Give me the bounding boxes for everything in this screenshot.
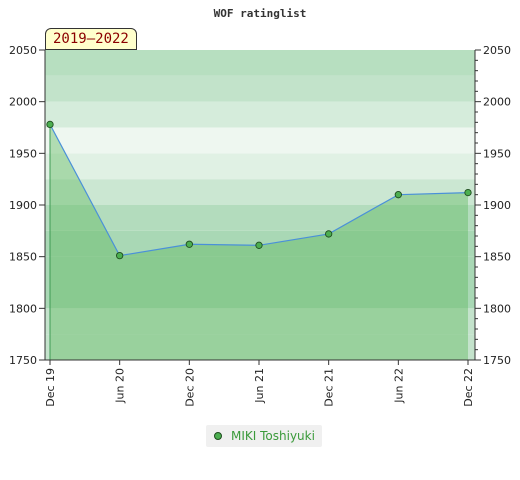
band-1750 bbox=[45, 334, 475, 360]
y-tick-label-left: 1950 bbox=[9, 147, 37, 160]
chart-title: WOF ratinglist bbox=[214, 7, 307, 20]
band-1925 bbox=[45, 153, 475, 180]
band-1775 bbox=[45, 308, 475, 335]
x-tick-label: Jun 20 bbox=[114, 368, 127, 404]
y-tick-label-right: 2000 bbox=[483, 96, 511, 109]
period-label: 2019–2022 bbox=[45, 28, 137, 50]
band-1950 bbox=[45, 127, 475, 154]
series-points bbox=[46, 120, 472, 260]
x-ticks: Dec 19 Jun 20 Dec 20 Jun 21 Dec 21 Jun 22 Dec … bbox=[44, 368, 475, 407]
y-tick-label-left: 1850 bbox=[9, 251, 37, 264]
band-1800 bbox=[45, 282, 475, 309]
point-Jun-21[interactable] bbox=[255, 241, 263, 249]
point-Dec-22[interactable] bbox=[464, 188, 472, 197]
x-tick-label: Dec 21 bbox=[323, 368, 336, 407]
axes bbox=[39, 49, 481, 365]
x-tick-label: Dec 19 bbox=[44, 368, 57, 407]
y-tick-label-right: 1750 bbox=[483, 354, 511, 367]
point-Dec-20[interactable] bbox=[185, 240, 193, 248]
band-2025 bbox=[45, 50, 475, 76]
legend-marker-icon bbox=[214, 432, 222, 440]
band-1975 bbox=[45, 101, 475, 128]
legend[interactable]: MIKI Toshiyuki bbox=[206, 425, 322, 447]
series-area bbox=[50, 124, 468, 361]
band-2000 bbox=[45, 75, 475, 102]
y-tick-label-right: 1900 bbox=[483, 199, 511, 212]
y-tick-label-right: 2050 bbox=[483, 44, 511, 57]
y-tick-label-left: 1750 bbox=[9, 354, 37, 367]
x-tick-label: Dec 22 bbox=[462, 368, 475, 407]
legend-label: MIKI Toshiyuki bbox=[231, 429, 315, 443]
y-tick-label-left: 2050 bbox=[9, 44, 37, 57]
band-1825 bbox=[45, 256, 475, 283]
x-tick-label: Dec 20 bbox=[183, 368, 196, 407]
y-tick-label-left: 1900 bbox=[9, 199, 37, 212]
point-Jun-20[interactable] bbox=[116, 251, 124, 260]
y-tick-label-right: 1850 bbox=[483, 251, 511, 264]
band-1875 bbox=[45, 205, 475, 231]
y-ticks-left: 1750 1800 1850 1900 1950 2000 2050 bbox=[9, 44, 37, 367]
y-tick-label-left: 1800 bbox=[9, 302, 37, 315]
point-Dec-19[interactable] bbox=[46, 120, 54, 129]
point-Jun-22[interactable] bbox=[394, 191, 402, 199]
y-tick-label-right: 1800 bbox=[483, 302, 511, 315]
y-ticks-right: 1750 1800 1850 1900 1950 2000 2050 bbox=[483, 44, 511, 367]
band-1900 bbox=[45, 179, 475, 205]
x-tick-label: Jun 22 bbox=[392, 368, 405, 404]
point-Dec-21[interactable] bbox=[325, 230, 333, 238]
x-tick-label: Jun 21 bbox=[253, 368, 266, 404]
y-tick-label-right: 1950 bbox=[483, 147, 511, 160]
y-tick-label-left: 2000 bbox=[9, 96, 37, 109]
